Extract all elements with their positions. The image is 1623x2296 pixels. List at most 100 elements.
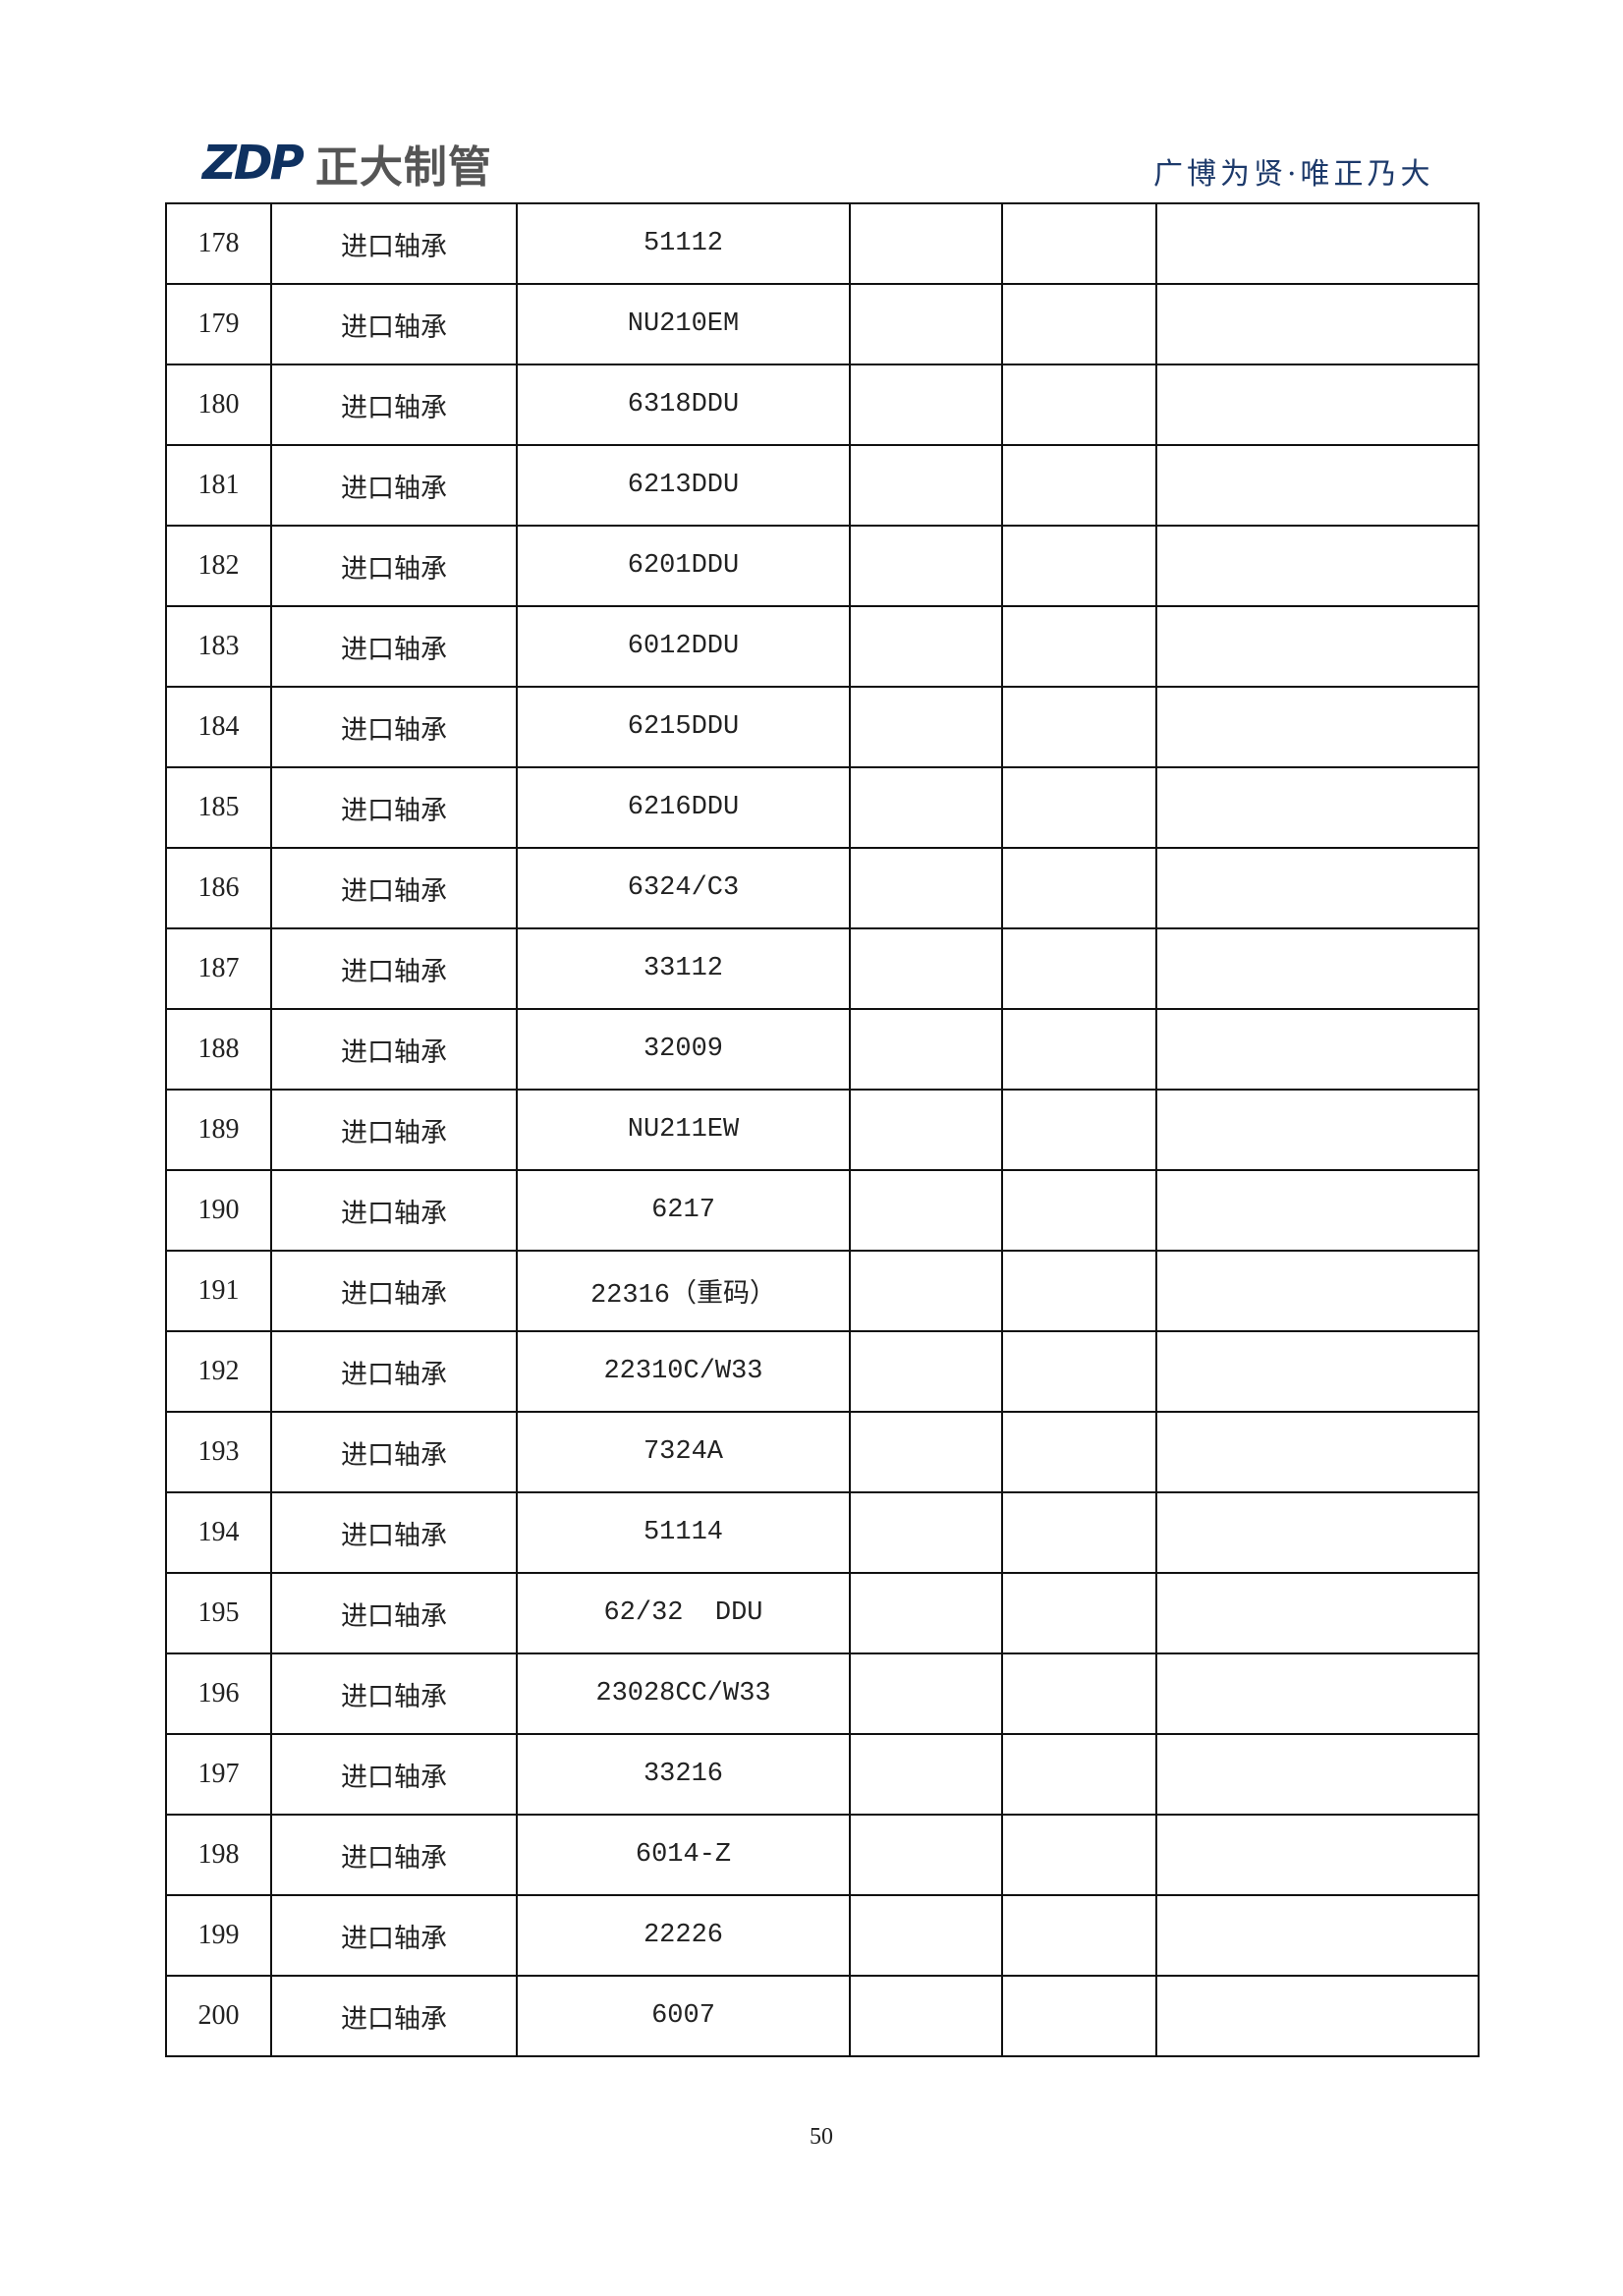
table-row: 178 进口轴承 51112 [165, 202, 1480, 285]
empty-cell [1155, 1330, 1480, 1413]
table-row: 195 进口轴承 62/32 DDU [165, 1572, 1480, 1654]
item-name: 进口轴承 [270, 605, 518, 688]
item-model: 6201DDU [516, 525, 851, 607]
empty-cell [1001, 202, 1157, 285]
bearing-table: 178 进口轴承 51112 179 进口轴承 NU210EM 180 进口轴承 6318DDU… [165, 202, 1480, 2057]
empty-cell [849, 766, 1003, 849]
table-row: 192 进口轴承 22310C/W33 [165, 1330, 1480, 1413]
table-row: 198 进口轴承 6014-Z [165, 1814, 1480, 1896]
empty-cell [1001, 766, 1157, 849]
item-model: 6007 [516, 1975, 851, 2057]
item-name: 进口轴承 [270, 766, 518, 849]
item-number: 192 [165, 1330, 272, 1413]
empty-cell [849, 1250, 1003, 1332]
empty-cell [1155, 1491, 1480, 1574]
empty-cell [1155, 1652, 1480, 1735]
empty-cell [1001, 927, 1157, 1010]
item-number: 197 [165, 1733, 272, 1816]
empty-cell [1155, 1814, 1480, 1896]
item-model: 6216DDU [516, 766, 851, 849]
empty-cell [1155, 1733, 1480, 1816]
table-row: 181 进口轴承 6213DDU [165, 444, 1480, 527]
empty-cell [1155, 1089, 1480, 1171]
empty-cell [1001, 283, 1157, 365]
item-model: 32009 [516, 1008, 851, 1091]
empty-cell [849, 202, 1003, 285]
logo-mark: ZDP [202, 136, 305, 191]
item-name: 进口轴承 [270, 364, 518, 446]
empty-cell [1001, 1411, 1157, 1493]
empty-cell [1001, 1814, 1157, 1896]
item-name: 进口轴承 [270, 202, 518, 285]
page-number: 50 [810, 2124, 833, 2150]
empty-cell [849, 1491, 1003, 1574]
empty-cell [1001, 1975, 1157, 2057]
item-model: 51114 [516, 1491, 851, 1574]
empty-cell [1155, 1411, 1480, 1493]
table-row: 185 进口轴承 6216DDU [165, 766, 1480, 849]
empty-cell [1001, 1250, 1157, 1332]
item-model: 6014-Z [516, 1814, 851, 1896]
empty-cell [849, 605, 1003, 688]
empty-cell [849, 1733, 1003, 1816]
empty-cell [849, 444, 1003, 527]
item-number: 187 [165, 927, 272, 1010]
item-model: NU211EW [516, 1089, 851, 1171]
item-name: 进口轴承 [270, 847, 518, 929]
logo-text: 正大制管 [314, 142, 492, 193]
item-number: 200 [165, 1975, 272, 2057]
table-row: 189 进口轴承 NU211EW [165, 1089, 1480, 1171]
item-model: 33112 [516, 927, 851, 1010]
item-number: 178 [165, 202, 272, 285]
item-number: 180 [165, 364, 272, 446]
item-name: 进口轴承 [270, 1894, 518, 1977]
item-number: 188 [165, 1008, 272, 1091]
empty-cell [1155, 766, 1480, 849]
item-model: 6215DDU [516, 686, 851, 768]
empty-cell [849, 525, 1003, 607]
item-name: 进口轴承 [270, 1491, 518, 1574]
table-row: 188 进口轴承 32009 [165, 1008, 1480, 1091]
empty-cell [1155, 1169, 1480, 1252]
empty-cell [849, 1169, 1003, 1252]
table-row: 179 进口轴承 NU210EM [165, 283, 1480, 365]
item-name: 进口轴承 [270, 927, 518, 1010]
item-number: 199 [165, 1894, 272, 1977]
empty-cell [1155, 1894, 1480, 1977]
item-model: 6213DDU [516, 444, 851, 527]
table-row: 191 进口轴承 22316（重码） [165, 1250, 1480, 1332]
item-name: 进口轴承 [270, 1572, 518, 1654]
empty-cell [1155, 525, 1480, 607]
empty-cell [849, 927, 1003, 1010]
item-number: 186 [165, 847, 272, 929]
item-number: 196 [165, 1652, 272, 1735]
table-row: 200 进口轴承 6007 [165, 1975, 1480, 2057]
item-name: 进口轴承 [270, 1008, 518, 1091]
empty-cell [1001, 1894, 1157, 1977]
table-row: 199 进口轴承 22226 [165, 1894, 1480, 1977]
slogan: 广博为贤·唯正乃大 [1153, 157, 1434, 192]
empty-cell [1155, 1572, 1480, 1654]
empty-cell [849, 1894, 1003, 1977]
empty-cell [849, 1975, 1003, 2057]
table-row: 186 进口轴承 6324/C3 [165, 847, 1480, 929]
table-row: 180 进口轴承 6318DDU [165, 364, 1480, 446]
item-name: 进口轴承 [270, 444, 518, 527]
item-model: 6318DDU [516, 364, 851, 446]
table-row: 193 进口轴承 7324A [165, 1411, 1480, 1493]
company-logo: ZDP 正大制管 [202, 136, 492, 193]
empty-cell [1001, 1169, 1157, 1252]
item-number: 181 [165, 444, 272, 527]
item-number: 190 [165, 1169, 272, 1252]
empty-cell [1001, 525, 1157, 607]
empty-cell [1001, 1733, 1157, 1816]
table-row: 190 进口轴承 6217 [165, 1169, 1480, 1252]
item-number: 183 [165, 605, 272, 688]
item-model: 7324A [516, 1411, 851, 1493]
table-row: 187 进口轴承 33112 [165, 927, 1480, 1010]
item-model: 6012DDU [516, 605, 851, 688]
item-name: 进口轴承 [270, 1814, 518, 1896]
empty-cell [849, 686, 1003, 768]
item-name: 进口轴承 [270, 1169, 518, 1252]
empty-cell [1155, 605, 1480, 688]
